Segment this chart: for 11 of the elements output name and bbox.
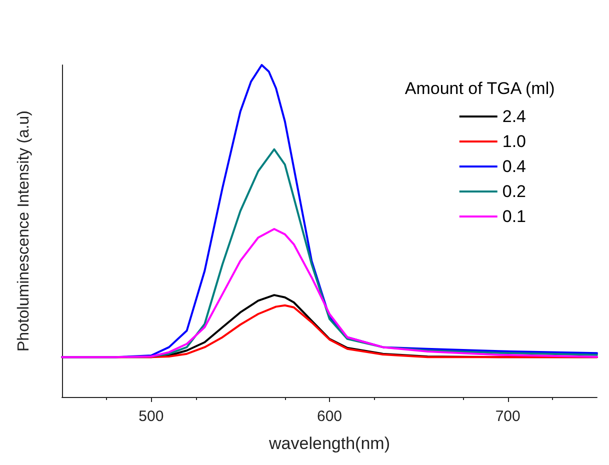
legend-label: 0.4 bbox=[502, 157, 526, 176]
y-axis-title: Photoluminescence Intensity (a.u) bbox=[16, 110, 32, 352]
legend-label: 1.0 bbox=[502, 132, 526, 151]
legend-label: 0.2 bbox=[502, 182, 526, 201]
x-tick-label: 600 bbox=[316, 408, 342, 425]
x-axis-title: wavelength(nm) bbox=[268, 434, 390, 453]
legend-title: Amount of TGA (ml) bbox=[404, 79, 555, 98]
x-tick-label: 500 bbox=[138, 408, 164, 425]
legend-label: 0.1 bbox=[502, 207, 526, 226]
x-tick-label: 700 bbox=[495, 408, 520, 425]
legend-label: 2.4 bbox=[502, 107, 526, 126]
